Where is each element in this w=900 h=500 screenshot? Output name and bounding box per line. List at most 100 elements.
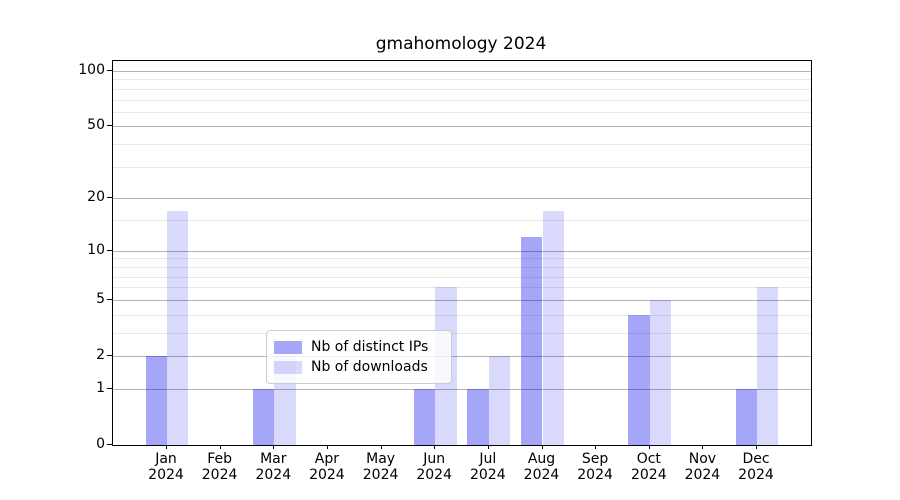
x-tick-month: Aug xyxy=(527,451,556,467)
legend: Nb of distinct IPs Nb of downloads xyxy=(266,330,452,384)
gridline-major xyxy=(113,299,811,301)
gridline-major xyxy=(113,126,811,128)
bar-mar-distinct-ips xyxy=(252,388,275,445)
x-tick-month: Jun xyxy=(423,451,446,467)
y-tick-label: 2 xyxy=(96,347,105,363)
x-tick-label-feb: Feb 2024 xyxy=(188,451,252,483)
x-tick-label-jul: Jul 2024 xyxy=(456,451,520,483)
x-tick-mark xyxy=(434,445,436,449)
x-tick-year: 2024 xyxy=(523,467,560,483)
x-tick-month: Nov xyxy=(688,451,717,467)
y-tick-mark xyxy=(107,249,112,251)
y-tick-mark xyxy=(107,125,112,127)
gridline-minor xyxy=(113,276,811,278)
bar-jul-downloads xyxy=(488,356,511,445)
gridline-minor xyxy=(113,332,811,334)
x-tick-label-sep: Sep 2024 xyxy=(563,451,627,483)
x-tick-year: 2024 xyxy=(738,467,774,483)
x-tick-mark xyxy=(380,445,382,449)
gridline-major xyxy=(113,71,811,72)
x-tick-label-dec: Dec 2024 xyxy=(724,451,788,483)
y-tick-label: 100 xyxy=(78,62,105,78)
x-tick-mark xyxy=(702,445,704,449)
y-tick-label: 1 xyxy=(96,379,105,396)
y-tick-label: 0 xyxy=(96,436,105,452)
x-tick-year: 2024 xyxy=(630,467,667,483)
bar-aug-downloads xyxy=(542,210,564,445)
bar-oct-downloads xyxy=(649,299,672,445)
x-tick-month: May xyxy=(366,451,396,467)
bar-dec-downloads xyxy=(757,287,779,445)
x-tick-label-jun: Jun 2024 xyxy=(402,451,466,483)
legend-label-distinct-ips: Nb of distinct IPs xyxy=(311,339,429,355)
x-tick-year: 2024 xyxy=(255,467,292,483)
gridline-minor xyxy=(113,88,811,90)
x-tick-mark xyxy=(326,445,328,449)
x-tick-mark xyxy=(166,445,167,449)
plot-area xyxy=(112,60,812,446)
x-tick-year: 2024 xyxy=(201,467,238,483)
x-tick-label-mar: Mar 2024 xyxy=(241,451,305,483)
x-tick-label-apr: Apr 2024 xyxy=(295,451,359,483)
y-tick-mark xyxy=(107,355,112,356)
legend-swatch-downloads xyxy=(274,360,302,374)
x-tick-year: 2024 xyxy=(577,467,613,483)
y-tick-mark xyxy=(107,197,112,199)
y-tick-label: 5 xyxy=(96,290,105,307)
bar-dec-distinct-ips xyxy=(735,388,757,445)
y-tick-mark xyxy=(107,444,112,445)
x-tick-mark xyxy=(487,445,489,449)
legend-label-downloads: Nb of downloads xyxy=(311,359,428,375)
gridline-minor xyxy=(113,111,811,113)
x-tick-year: 2024 xyxy=(469,467,506,483)
chart-title: gmahomology 2024 xyxy=(375,34,547,54)
x-tick-label-oct: Oct 2024 xyxy=(617,451,681,483)
y-tick-mark xyxy=(107,387,112,389)
gridline-major xyxy=(113,356,811,357)
gridline-minor xyxy=(113,144,811,146)
y-tick-mark xyxy=(107,298,112,300)
gridline-minor xyxy=(113,287,811,289)
x-tick-year: 2024 xyxy=(309,467,345,483)
x-tick-mark xyxy=(273,445,275,449)
x-tick-month: Mar xyxy=(260,451,287,467)
x-tick-mark xyxy=(756,445,757,449)
x-tick-label-nov: Nov 2024 xyxy=(670,451,734,483)
y-tick-mark xyxy=(107,70,112,71)
legend-row-downloads: Nb of downloads xyxy=(274,357,443,377)
bar-jan-downloads xyxy=(167,210,189,445)
gridline-minor xyxy=(113,99,811,101)
x-tick-month: Apr xyxy=(314,451,339,467)
bar-jan-distinct-ips xyxy=(145,356,167,445)
gridline-minor xyxy=(113,79,811,81)
bar-aug-distinct-ips xyxy=(521,237,543,445)
x-tick-year: 2024 xyxy=(416,467,452,483)
x-tick-mark xyxy=(219,445,221,449)
x-tick-mark xyxy=(541,445,543,449)
x-tick-year: 2024 xyxy=(684,467,721,483)
bar-jul-distinct-ips xyxy=(467,388,489,445)
x-tick-month: Oct xyxy=(636,451,661,467)
gridline-minor xyxy=(113,166,811,168)
x-tick-year: 2024 xyxy=(362,467,399,483)
bar-oct-distinct-ips xyxy=(628,314,650,445)
legend-row-distinct-ips: Nb of distinct IPs xyxy=(274,337,443,357)
y-tick-label: 10 xyxy=(87,241,105,258)
x-tick-month: Dec xyxy=(742,451,770,467)
x-tick-month: Sep xyxy=(581,451,609,467)
gridline-minor xyxy=(113,258,811,260)
gridline-minor xyxy=(113,266,811,268)
x-tick-label-aug: Aug 2024 xyxy=(510,451,574,483)
x-tick-mark xyxy=(595,445,597,449)
y-tick-label: 50 xyxy=(87,117,105,134)
gridline-major xyxy=(113,250,811,252)
gridline-major xyxy=(113,388,811,390)
x-tick-label-may: May 2024 xyxy=(349,451,413,483)
legend-swatch-distinct-ips xyxy=(274,340,302,354)
bar-jun-distinct-ips xyxy=(413,388,436,445)
y-tick-label: 20 xyxy=(87,189,105,206)
x-tick-year: 2024 xyxy=(148,467,184,483)
x-tick-month: Feb xyxy=(207,451,232,467)
x-tick-month: Jul xyxy=(479,451,497,467)
